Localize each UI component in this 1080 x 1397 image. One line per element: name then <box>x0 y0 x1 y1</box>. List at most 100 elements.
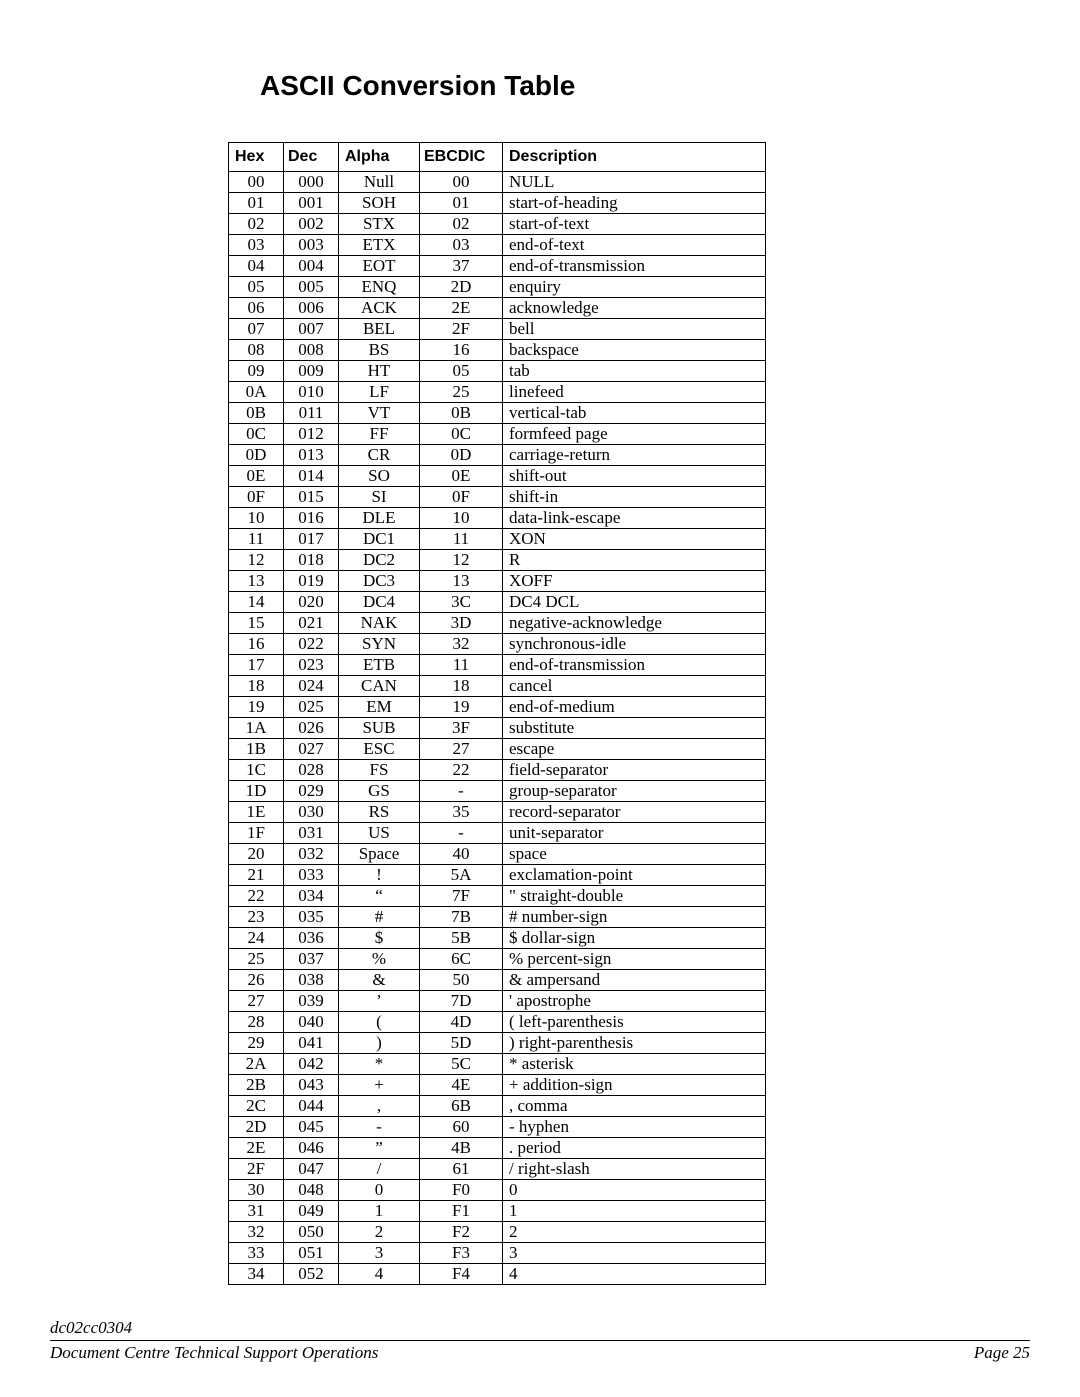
table-cell: 08 <box>229 340 284 361</box>
table-cell: % <box>339 949 420 970</box>
table-row: 0B011VT0Bvertical-tab <box>229 403 766 424</box>
table-cell: 12 <box>420 550 503 571</box>
table-cell: 7D <box>420 991 503 1012</box>
table-cell: 2 <box>339 1222 420 1243</box>
table-cell: 32 <box>229 1222 284 1243</box>
table-cell: $ dollar-sign <box>503 928 766 949</box>
table-row: 00000Null00NULL <box>229 172 766 193</box>
table-cell: formfeed page <box>503 424 766 445</box>
table-row: 2D045-60- hyphen <box>229 1117 766 1138</box>
table-cell: 0D <box>229 445 284 466</box>
table-cell: 039 <box>284 991 339 1012</box>
table-cell: 10 <box>229 508 284 529</box>
footer-right: Page 25 <box>974 1343 1030 1363</box>
table-row: 340524F44 <box>229 1264 766 1285</box>
table-row: 22034“7F" straight-double <box>229 886 766 907</box>
table-cell: 049 <box>284 1201 339 1222</box>
table-row: 29041)5D) right-parenthesis <box>229 1033 766 1054</box>
table-cell: F3 <box>420 1243 503 1264</box>
table-cell: 0E <box>420 466 503 487</box>
table-cell: 2A <box>229 1054 284 1075</box>
footer-doc-code: dc02cc0304 <box>50 1318 1030 1338</box>
table-cell: DC1 <box>339 529 420 550</box>
table-cell: 004 <box>284 256 339 277</box>
table-cell: 1B <box>229 739 284 760</box>
table-cell: 1F <box>229 823 284 844</box>
table-cell: 14 <box>229 592 284 613</box>
table-cell: 046 <box>284 1138 339 1159</box>
table-cell: DC3 <box>339 571 420 592</box>
table-cell: 33 <box>229 1243 284 1264</box>
table-cell: 5D <box>420 1033 503 1054</box>
table-cell: ’ <box>339 991 420 1012</box>
table-cell: 017 <box>284 529 339 550</box>
table-cell: 31 <box>229 1201 284 1222</box>
table-cell: linefeed <box>503 382 766 403</box>
table-cell: bell <box>503 319 766 340</box>
table-row: 16022SYN32synchronous-idle <box>229 634 766 655</box>
table-cell: , comma <box>503 1096 766 1117</box>
table-cell: 1 <box>503 1201 766 1222</box>
table-cell: 17 <box>229 655 284 676</box>
table-cell: 29 <box>229 1033 284 1054</box>
table-cell: 02 <box>229 214 284 235</box>
table-row: 01001SOH01start-of-heading <box>229 193 766 214</box>
table-cell: SO <box>339 466 420 487</box>
table-cell: 05 <box>420 361 503 382</box>
table-cell: 05 <box>229 277 284 298</box>
table-cell: 0C <box>229 424 284 445</box>
table-cell: 051 <box>284 1243 339 1264</box>
table-cell: 003 <box>284 235 339 256</box>
footer-left: Document Centre Technical Support Operat… <box>50 1343 378 1363</box>
table-cell: 0F <box>420 487 503 508</box>
table-cell: ” <box>339 1138 420 1159</box>
table-cell: 30 <box>229 1180 284 1201</box>
table-cell: 006 <box>284 298 339 319</box>
table-cell: 0D <box>420 445 503 466</box>
table-cell: 1A <box>229 718 284 739</box>
table-cell: 038 <box>284 970 339 991</box>
table-row: 21033!5Aexclamation-point <box>229 865 766 886</box>
table-row: 0A010LF25linefeed <box>229 382 766 403</box>
table-cell: RS <box>339 802 420 823</box>
table-cell: 020 <box>284 592 339 613</box>
table-row: 300480F00 <box>229 1180 766 1201</box>
table-cell: 027 <box>284 739 339 760</box>
table-cell: 000 <box>284 172 339 193</box>
table-cell: FS <box>339 760 420 781</box>
table-cell: 18 <box>229 676 284 697</box>
table-cell: 1C <box>229 760 284 781</box>
table-cell: 002 <box>284 214 339 235</box>
table-cell: 007 <box>284 319 339 340</box>
table-cell: 01 <box>420 193 503 214</box>
table-cell: 27 <box>420 739 503 760</box>
table-cell: tab <box>503 361 766 382</box>
table-cell: DC2 <box>339 550 420 571</box>
table-cell: start-of-text <box>503 214 766 235</box>
table-cell: , <box>339 1096 420 1117</box>
page-title: ASCII Conversion Table <box>260 70 1030 102</box>
table-cell: 25 <box>420 382 503 403</box>
page-footer: dc02cc0304 Document Centre Technical Sup… <box>50 1318 1030 1363</box>
table-cell: space <box>503 844 766 865</box>
table-cell: NULL <box>503 172 766 193</box>
table-cell: 35 <box>420 802 503 823</box>
table-cell: 34 <box>229 1264 284 1285</box>
table-cell: 2D <box>229 1117 284 1138</box>
table-row: 05005ENQ2Denquiry <box>229 277 766 298</box>
table-cell: 11 <box>229 529 284 550</box>
table-cell: # number-sign <box>503 907 766 928</box>
table-cell: F2 <box>420 1222 503 1243</box>
table-row: 330513F33 <box>229 1243 766 1264</box>
table-cell: shift-in <box>503 487 766 508</box>
table-cell: GS <box>339 781 420 802</box>
table-cell: substitute <box>503 718 766 739</box>
table-row: 1C028FS22field-separator <box>229 760 766 781</box>
table-row: 320502F22 <box>229 1222 766 1243</box>
table-cell: SUB <box>339 718 420 739</box>
table-cell: 015 <box>284 487 339 508</box>
table-row: 24036$5B$ dollar-sign <box>229 928 766 949</box>
table-cell: SI <box>339 487 420 508</box>
table-cell: 61 <box>420 1159 503 1180</box>
table-cell: " straight-double <box>503 886 766 907</box>
